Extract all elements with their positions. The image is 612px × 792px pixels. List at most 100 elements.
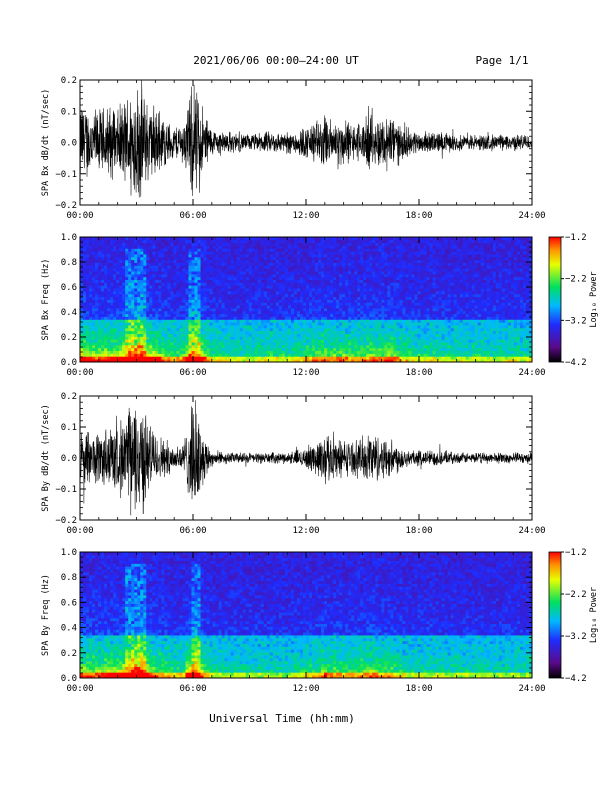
spectrogram-cell — [236, 344, 241, 349]
spectrogram-cell — [176, 319, 180, 323]
spectrogram-cell — [281, 245, 286, 249]
spectrogram-cell — [408, 285, 412, 289]
spectrogram-cell — [339, 353, 343, 357]
bx-spectrogram-panel: 00:00 06:00 12:00 18:00 24:000.00.20.40.60.8… — [41, 233, 599, 378]
spectrogram-cell — [360, 322, 364, 326]
spectrogram-cell — [173, 254, 177, 258]
spectrogram-cell — [375, 268, 379, 272]
spectrogram-cell — [263, 305, 268, 309]
spectrogram-cell — [327, 276, 331, 281]
spectrogram-cell — [224, 285, 229, 289]
spectrogram-cell — [125, 299, 129, 303]
spectrogram-cell — [101, 330, 105, 334]
spectrogram-cell — [281, 359, 286, 363]
spectrogram-cell — [324, 276, 328, 281]
spectrogram-cell — [242, 313, 247, 317]
spectrogram-cell — [378, 299, 382, 303]
spectrogram-cell — [278, 248, 283, 252]
spectrogram-cell — [161, 288, 165, 292]
spectrogram-cell — [293, 319, 298, 323]
spectrogram-cell — [200, 268, 204, 272]
spectrogram-cell — [206, 308, 210, 312]
spectrogram-cell — [327, 239, 331, 244]
spectrogram-cell — [167, 313, 171, 317]
spectrogram-cell — [167, 316, 171, 320]
spectrogram-cell — [315, 339, 319, 343]
spectrogram-cell — [146, 237, 150, 241]
spectrogram-cell — [245, 248, 250, 252]
spectrogram-cell — [143, 313, 147, 317]
spectrogram-cell — [312, 296, 316, 300]
spectrogram-cell — [372, 237, 376, 241]
spectrogram-cell — [80, 327, 84, 332]
spectrogram-cell — [215, 305, 220, 309]
spectrogram-cell — [149, 322, 153, 326]
spectrogram-cell — [366, 359, 370, 363]
spectrogram-cell — [128, 273, 132, 278]
spectrogram-cell — [275, 265, 280, 269]
spectrogram-cell — [167, 356, 171, 360]
spectrogram-cell — [381, 276, 385, 281]
spectrogram-cell — [185, 288, 189, 292]
spectrogram-cell — [179, 353, 183, 357]
spectrogram-cell — [116, 308, 120, 312]
spectrogram-cell — [336, 356, 340, 360]
spectrogram-cell — [206, 347, 210, 352]
spectrogram-cell — [324, 293, 328, 298]
spectrogram-cell — [384, 248, 388, 252]
spectrogram-cell — [146, 245, 150, 249]
spectrogram-cell — [402, 288, 406, 292]
spectrogram-cell — [263, 339, 268, 343]
spectrogram-cell — [95, 242, 99, 246]
spectrogram-cell — [92, 336, 96, 340]
spectrogram-cell — [281, 350, 286, 354]
spectrogram-cell — [302, 296, 307, 300]
spectrogram-cell — [239, 344, 244, 349]
spectrogram-cell — [372, 347, 376, 352]
spectrogram-cell — [357, 268, 361, 272]
spectrogram-cell — [143, 350, 147, 354]
spectrogram-cell — [345, 330, 349, 334]
spectrogram-cell — [302, 336, 307, 340]
spectrogram-cell — [348, 251, 352, 255]
spectrogram-cell — [200, 265, 204, 269]
spectrogram-cell — [293, 288, 298, 292]
spectrogram-cell — [306, 265, 310, 269]
spectrogram-cell — [281, 305, 286, 309]
spectrogram-cell — [345, 310, 349, 315]
spectrogram-cell — [269, 350, 274, 354]
spectrogram-cell — [378, 262, 382, 266]
spectrogram-cell — [125, 308, 129, 312]
spectrogram-cell — [405, 322, 409, 326]
spectrogram-cell — [351, 299, 355, 303]
spectrogram-cell — [315, 350, 319, 354]
spectrogram-cell — [194, 353, 198, 357]
spectrogram-cell — [296, 254, 301, 258]
spectrogram-cell — [408, 288, 412, 292]
spectrogram-cell — [179, 265, 183, 269]
spectrogram-cell — [92, 308, 96, 312]
spectrogram-cell — [176, 273, 180, 278]
spectrogram-cell — [203, 248, 207, 252]
spectrogram-cell — [348, 265, 352, 269]
spectrogram-cell — [119, 333, 123, 337]
spectrogram-cell — [212, 279, 216, 283]
spectrogram-cell — [155, 285, 159, 289]
spectrogram-cell — [399, 239, 403, 244]
spectrogram-cell — [98, 268, 102, 272]
spectrogram-cell — [185, 265, 189, 269]
spectrogram-cell — [330, 279, 334, 283]
spectrogram-cell — [257, 296, 262, 300]
spectrogram-cell — [293, 296, 298, 300]
spectrogram-cell — [330, 305, 334, 309]
spectrogram-cell — [176, 251, 180, 255]
spectrogram-cell — [405, 310, 409, 315]
spectrogram-cell — [330, 265, 334, 269]
spectrogram-cell — [185, 305, 189, 309]
spectrogram-cell — [393, 273, 397, 278]
spectrogram-cell — [411, 353, 415, 357]
spectrogram-cell — [212, 276, 216, 281]
spectrogram-cell — [369, 319, 373, 323]
spectrogram-cell — [390, 296, 394, 300]
spectrogram-cell — [330, 353, 334, 357]
